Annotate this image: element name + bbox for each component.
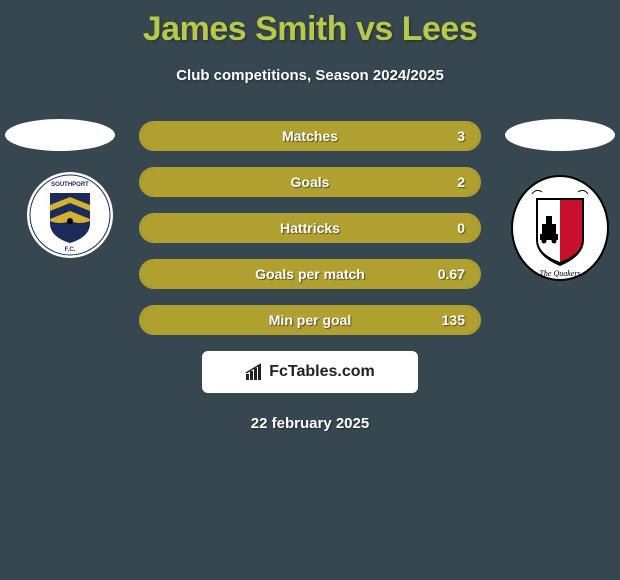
- comparison-area: SOUTHPORT F.C. The Quakers Matches 3: [0, 119, 620, 432]
- svg-text:F.C.: F.C.: [65, 247, 76, 253]
- page-title: James Smith vs Lees: [0, 0, 620, 49]
- quakers-crest-icon: The Quakers: [510, 174, 610, 282]
- fctables-logo-box[interactable]: FcTables.com: [202, 351, 418, 393]
- club-crest-right: The Quakers: [510, 174, 610, 282]
- stat-bar: Min per goal 135: [139, 305, 481, 335]
- stat-bar: Goals per match 0.67: [139, 259, 481, 289]
- stat-label: Hattricks: [280, 220, 340, 236]
- stat-label: Goals: [291, 174, 330, 190]
- shadow-ellipse-left: [5, 119, 115, 151]
- stat-label: Matches: [282, 128, 338, 144]
- shadow-ellipse-right: [505, 119, 615, 151]
- date-label: 22 february 2025: [0, 415, 620, 432]
- stat-value: 0.67: [438, 266, 465, 282]
- stat-value: 2: [457, 174, 465, 190]
- stat-label: Min per goal: [269, 312, 351, 328]
- bar-chart-icon: [245, 363, 265, 381]
- stat-bar: Hattricks 0: [139, 213, 481, 243]
- svg-text:The Quakers: The Quakers: [539, 269, 580, 278]
- club-crest-left: SOUTHPORT F.C.: [20, 171, 120, 259]
- subtitle: Club competitions, Season 2024/2025: [0, 67, 620, 84]
- stat-value: 135: [442, 312, 465, 328]
- fctables-logo: FcTables.com: [245, 363, 375, 381]
- stat-bars-container: Matches 3 Goals 2 Hattricks 0 Goals per …: [139, 119, 481, 335]
- stat-value: 0: [457, 220, 465, 236]
- stat-bar: Matches 3: [139, 121, 481, 151]
- southport-crest-icon: SOUTHPORT F.C.: [20, 171, 120, 259]
- stat-label: Goals per match: [255, 266, 365, 282]
- stat-value: 3: [457, 128, 465, 144]
- svg-text:SOUTHPORT: SOUTHPORT: [51, 182, 89, 188]
- fctables-logo-text: FcTables.com: [269, 363, 375, 381]
- stat-bar: Goals 2: [139, 167, 481, 197]
